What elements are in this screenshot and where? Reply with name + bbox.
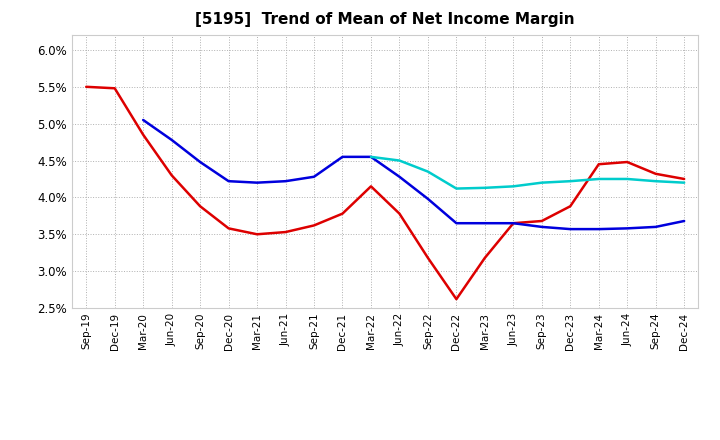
Legend: 3 Years, 5 Years, 7 Years, 10 Years: 3 Years, 5 Years, 7 Years, 10 Years	[181, 437, 590, 440]
Title: [5195]  Trend of Mean of Net Income Margin: [5195] Trend of Mean of Net Income Margi…	[195, 12, 575, 27]
